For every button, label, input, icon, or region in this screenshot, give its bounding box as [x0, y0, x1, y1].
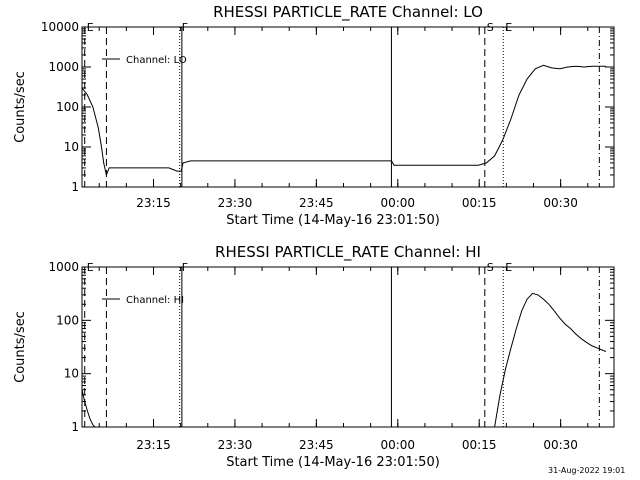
x-tick-label: 23:45	[299, 196, 334, 210]
y-tick-label: 100	[56, 100, 79, 114]
y-tick-label: 10	[64, 140, 79, 154]
plot-frame	[81, 266, 615, 428]
series-line	[81, 64, 606, 177]
x-tick-label: 23:30	[218, 438, 253, 452]
plot-frame	[81, 26, 615, 188]
chart-title: RHESSI PARTICLE_RATE Channel: HI	[215, 243, 481, 262]
x-tick-label: 23:15	[136, 438, 171, 452]
legend-entry: Channel: HI	[126, 295, 184, 306]
y-tick-label: 1000	[48, 60, 79, 74]
x-tick-label: 23:45	[299, 438, 334, 452]
event-marker-label: E	[87, 261, 94, 274]
chart-title: RHESSI PARTICLE_RATE Channel: LO	[213, 3, 483, 22]
x-axis-label: Start Time (14-May-16 23:01:50)	[226, 213, 440, 228]
x-tick-label: 00:30	[543, 438, 578, 452]
event-marker-label: E	[505, 21, 512, 34]
series-line	[81, 292, 607, 428]
event-marker-label: S	[487, 261, 494, 274]
y-tick-label: 1	[71, 180, 79, 194]
event-marker-label: S	[487, 21, 494, 34]
y-axis-label: Counts/sec	[13, 71, 28, 143]
x-tick-label: 00:00	[380, 196, 415, 210]
x-axis-label: Start Time (14-May-16 23:01:50)	[226, 455, 440, 470]
chart-panel-1: RHESSI PARTICLE_RATE Channel: LO 1 10 100 10…	[13, 3, 615, 228]
x-tick-label: 00:00	[380, 438, 415, 452]
chart-panel-2: RHESSI PARTICLE_RATE Channel: HI 1 10 100 10…	[13, 243, 615, 470]
y-tick-label: 100	[56, 313, 79, 327]
event-marker-label: E	[505, 261, 512, 274]
x-tick-label: 23:30	[218, 196, 253, 210]
y-tick-label: 10	[64, 367, 79, 381]
event-marker-label: F	[182, 21, 188, 34]
x-tick-label: 00:15	[462, 196, 497, 210]
x-tick-label: 00:30	[543, 196, 578, 210]
legend-entry: Channel: LO	[126, 55, 187, 66]
event-marker-label: E	[87, 21, 94, 34]
x-tick-label: 00:15	[462, 438, 497, 452]
x-tick-label: 23:15	[136, 196, 171, 210]
y-tick-label: 10000	[41, 20, 79, 34]
y-tick-label: 1	[71, 420, 79, 434]
timestamp-footer: 31-Aug-2022 19:01	[548, 466, 626, 475]
y-tick-label: 1000	[48, 260, 79, 274]
event-marker-label: F	[182, 261, 188, 274]
y-axis-label: Counts/sec	[13, 311, 28, 383]
